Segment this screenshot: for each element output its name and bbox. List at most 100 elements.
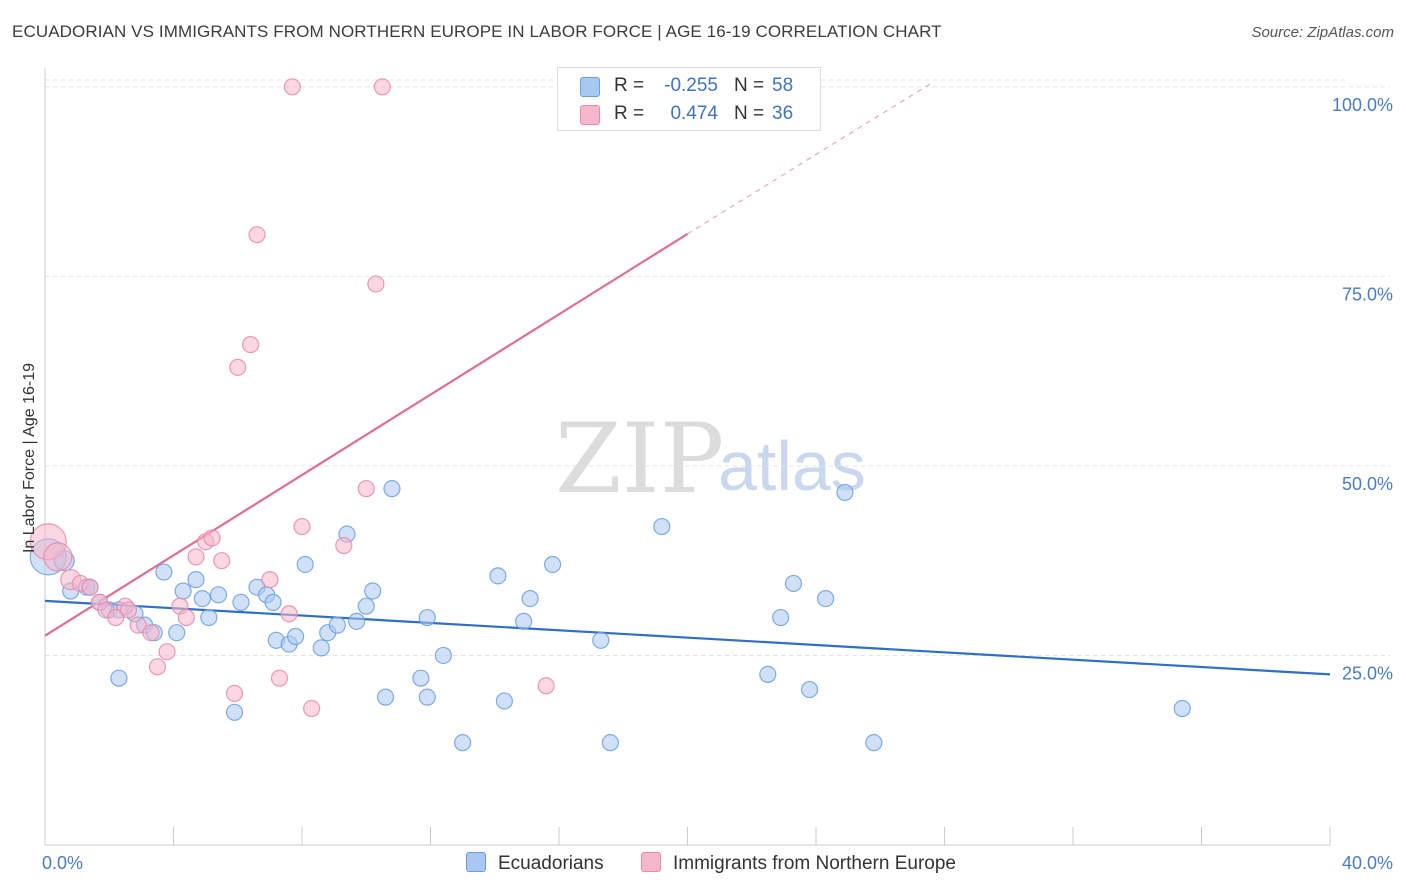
legend-n-label: N = xyxy=(734,75,765,96)
legend-n-value: 58 xyxy=(772,75,794,96)
watermark-zip: ZIP xyxy=(555,403,724,515)
ecuadorian-point xyxy=(865,734,883,752)
ecuadorian-point xyxy=(264,593,282,611)
immigrant-trend-extension xyxy=(687,82,932,235)
immigrant-trend-line xyxy=(44,232,689,637)
ecuadorian-point xyxy=(772,608,790,627)
immigrant-point xyxy=(225,684,244,702)
ecuadorian-point xyxy=(187,571,205,589)
ecuadorian-point xyxy=(200,608,218,627)
watermark: ZIP atlas xyxy=(555,403,866,515)
y-tick-label: 50.0% xyxy=(1342,474,1393,494)
ecuadorian-point xyxy=(312,639,330,657)
ecuadorian-point xyxy=(225,703,244,721)
ecuadorian-point xyxy=(495,692,513,710)
immigrant-point xyxy=(373,78,391,96)
x-tick-label: 0.0% xyxy=(42,853,83,873)
immigrant-point xyxy=(187,548,205,566)
y-tick-label: 75.0% xyxy=(1342,284,1393,304)
legend-r-label: R = xyxy=(614,103,645,124)
trend-lines xyxy=(44,82,1331,676)
legend-item-immigrants: Immigrants from Northern Europe xyxy=(641,852,956,875)
x-tick-label: 40.0% xyxy=(1342,853,1393,873)
immigrant-point xyxy=(357,480,375,498)
immigrant-point xyxy=(142,624,160,642)
immigrant-point xyxy=(335,536,353,555)
immigrant-point xyxy=(148,658,167,676)
y-axis-label: In Labor Force | Age 16-19 xyxy=(21,363,38,553)
immigrant-point xyxy=(119,601,138,619)
legend-swatch-pink xyxy=(641,852,661,872)
immigrant-point xyxy=(107,608,125,627)
ecuadorian-point xyxy=(800,680,819,699)
y-tick-label: 100.0% xyxy=(1332,95,1393,115)
legend-item-ecuadorians: Ecuadorians xyxy=(466,852,604,875)
y-tick-labels: 25.0% 50.0% 75.0% 100.0% xyxy=(1332,95,1393,684)
immigrant-point xyxy=(81,578,99,596)
immigrant-point xyxy=(280,605,298,623)
ecuadorian-point xyxy=(543,555,562,574)
legend-label: Ecuadorians xyxy=(498,853,604,874)
legend-label: Immigrants from Northern Europe xyxy=(673,853,956,874)
ecuadorian-point xyxy=(364,582,382,600)
legend-row-immigrants: R = 0.474 N = 36 xyxy=(558,100,820,128)
ecuadorian-point xyxy=(418,688,436,706)
ecuadorian-point xyxy=(296,555,314,574)
ecuadorian-point xyxy=(412,669,430,687)
immigrant-point xyxy=(43,542,73,572)
y-tick-label: 25.0% xyxy=(1342,663,1393,683)
ecuadorian-point xyxy=(592,631,610,649)
legend-swatch-blue xyxy=(580,77,600,97)
ecuadorian-point xyxy=(418,608,436,627)
immigrant-point xyxy=(158,643,176,661)
ecuadorian-point xyxy=(817,589,835,608)
immigrant-point xyxy=(129,616,147,634)
ecuadorian-point xyxy=(286,627,305,646)
ecuadorian-point xyxy=(209,586,228,604)
ecuadorian-point xyxy=(232,593,250,611)
immigrant-point xyxy=(248,226,266,244)
ecuadorian-point xyxy=(357,597,375,615)
data-points xyxy=(29,78,1191,752)
ecuadorian-point xyxy=(601,734,620,752)
ecuadorian-point xyxy=(1173,699,1191,718)
ecuadorian-point xyxy=(348,612,366,630)
ecuadorian-point xyxy=(155,563,173,581)
legend-row-ecuadorians: R = -0.255 N = 58 xyxy=(558,72,820,100)
immigrant-point xyxy=(242,336,260,354)
immigrant-point xyxy=(283,78,301,96)
x-tick-labels: 0.0% 40.0% xyxy=(42,853,1393,873)
ecuadorian-point xyxy=(521,589,539,608)
immigrant-point xyxy=(261,571,279,589)
ecuadorian-point xyxy=(759,665,777,684)
ecuadorian-point xyxy=(110,669,128,687)
legend-r-value: 0.474 xyxy=(670,103,718,124)
grid-lines xyxy=(45,79,1390,656)
legend-r-label: R = xyxy=(614,75,645,96)
legend-n-label: N = xyxy=(734,103,765,124)
ecuadorian-trend-line xyxy=(44,599,1331,676)
series-legend: Ecuadorians Immigrants from Northern Eur… xyxy=(0,852,1406,878)
immigrant-point xyxy=(177,608,195,627)
ecuadorian-point xyxy=(174,582,192,600)
ecuadorian-point xyxy=(328,616,346,634)
chart-title: ECUADORIAN VS IMMIGRANTS FROM NORTHERN E… xyxy=(12,22,942,41)
ecuadorian-point xyxy=(515,612,533,630)
legend-n-value: 36 xyxy=(772,103,794,124)
immigrant-point xyxy=(213,552,231,570)
ecuadorian-point xyxy=(383,480,401,498)
correlation-legend: R = -0.255 N = 58 R = 0.474 N = 36 xyxy=(557,67,821,131)
immigrant-point xyxy=(203,529,221,547)
source-label: Source: ZipAtlas.com xyxy=(1251,24,1394,41)
immigrant-point xyxy=(367,275,385,293)
ecuadorian-point xyxy=(454,734,472,752)
axes xyxy=(44,68,1331,846)
ecuadorian-point xyxy=(376,688,395,706)
ecuadorian-point xyxy=(784,574,803,593)
immigrant-point xyxy=(229,358,247,376)
ecuadorian-point xyxy=(836,483,854,502)
ecuadorian-point xyxy=(489,567,507,585)
legend-swatch-pink xyxy=(580,105,600,125)
ecuadorian-point xyxy=(434,646,452,665)
